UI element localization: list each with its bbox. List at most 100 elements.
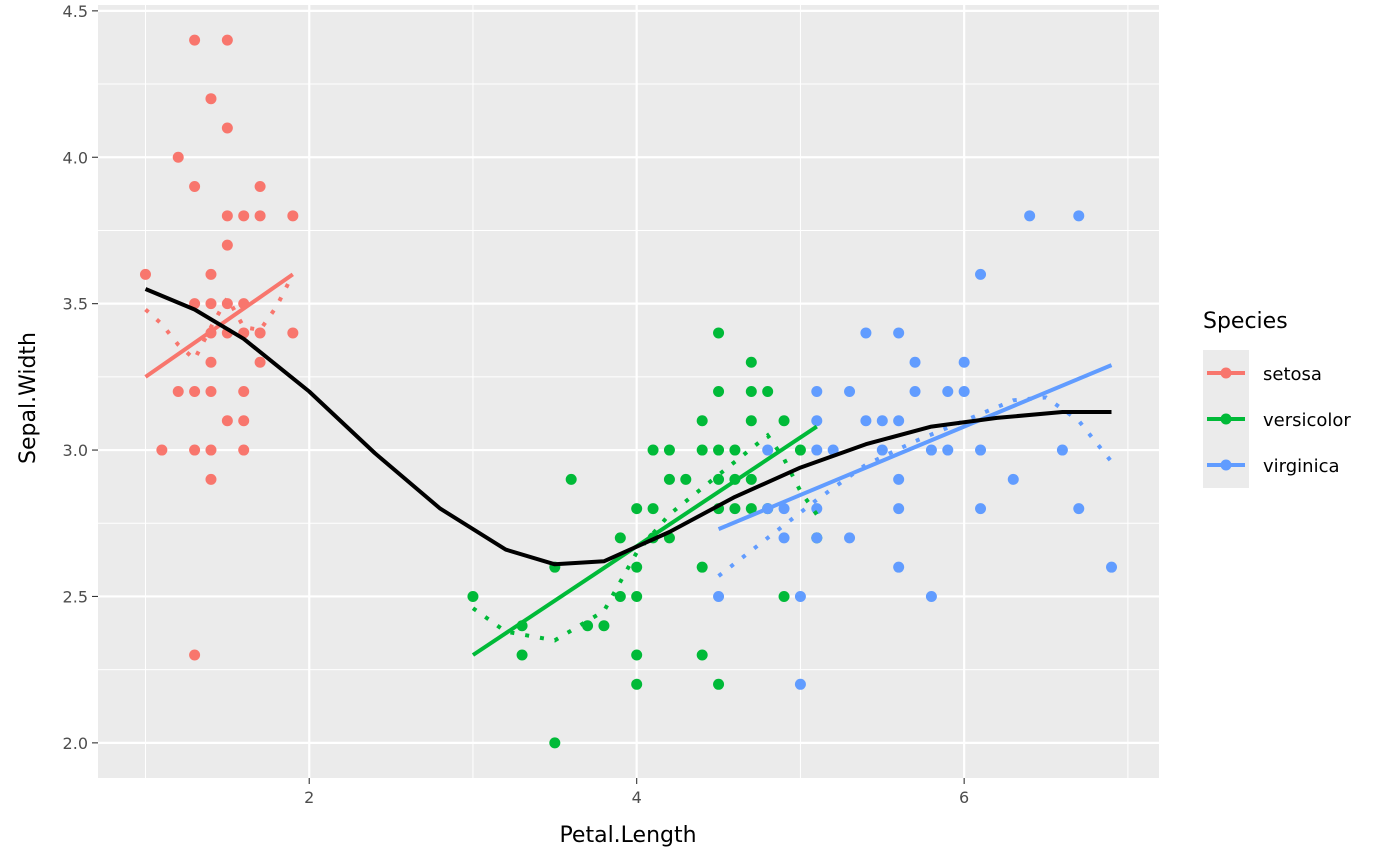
versicolor-point bbox=[745, 503, 757, 515]
setosa-point bbox=[189, 649, 201, 661]
versicolor-point bbox=[713, 327, 725, 339]
versicolor-point bbox=[549, 737, 561, 749]
versicolor-point bbox=[467, 590, 479, 602]
setosa-loess-line bbox=[144, 273, 295, 363]
legend-key-point-versicolor bbox=[1220, 413, 1232, 425]
setosa-point bbox=[156, 444, 168, 456]
virginica-point bbox=[893, 327, 905, 339]
versicolor-point bbox=[696, 649, 708, 661]
virginica-point bbox=[1056, 444, 1068, 456]
setosa-point bbox=[172, 386, 184, 397]
fit-lines bbox=[144, 272, 1114, 657]
virginica-point bbox=[975, 268, 987, 280]
versicolor-point bbox=[631, 678, 643, 690]
y-axis-title: Sepal.Width bbox=[16, 332, 41, 464]
setosa-point bbox=[238, 386, 250, 397]
legend-label-setosa: setosa bbox=[1263, 364, 1322, 385]
virginica-point bbox=[909, 386, 921, 397]
versicolor-point bbox=[631, 561, 643, 573]
virginica-point bbox=[811, 532, 823, 544]
virginica-point bbox=[713, 590, 725, 602]
setosa-point bbox=[254, 327, 266, 339]
versicolor-point bbox=[745, 415, 757, 427]
setosa-point bbox=[254, 210, 266, 222]
versicolor-point bbox=[729, 444, 741, 456]
y-tick-label: 2.5 bbox=[63, 587, 88, 606]
versicolor-point bbox=[696, 415, 708, 427]
legend-label-versicolor: versicolor bbox=[1263, 410, 1351, 431]
virginica-point bbox=[893, 473, 905, 485]
virginica-point bbox=[860, 415, 872, 427]
versicolor-point bbox=[614, 590, 626, 602]
virginica-point bbox=[778, 503, 790, 515]
virginica-point bbox=[1007, 473, 1019, 485]
setosa-point bbox=[205, 268, 217, 280]
setosa-point bbox=[221, 34, 233, 46]
x-tick-label: 6 bbox=[959, 788, 969, 807]
axis-ticks bbox=[92, 10, 965, 784]
legend-key-point-setosa bbox=[1220, 367, 1232, 379]
x-axis-tick-labels: 2 4 6 bbox=[304, 788, 969, 807]
versicolor-point bbox=[713, 444, 725, 456]
x-tick-label: 4 bbox=[632, 788, 642, 807]
versicolor-point bbox=[647, 444, 659, 456]
virginica-point bbox=[958, 386, 970, 397]
versicolor-point bbox=[778, 590, 790, 602]
virginica-point bbox=[1024, 210, 1036, 222]
versicolor-point bbox=[778, 415, 790, 427]
versicolor-point bbox=[565, 473, 577, 485]
virginica-point bbox=[925, 590, 937, 602]
setosa-point bbox=[238, 210, 250, 222]
y-axis-tick-labels: 2.0 2.5 3.0 3.5 4.0 4.5 bbox=[63, 2, 88, 753]
virginica-point bbox=[942, 444, 954, 456]
versicolor-point bbox=[745, 386, 757, 397]
y-tick-label: 3.0 bbox=[63, 441, 88, 460]
setosa-point bbox=[189, 386, 201, 397]
setosa-point bbox=[189, 34, 201, 46]
setosa-point bbox=[205, 356, 217, 368]
setosa-point bbox=[221, 415, 233, 427]
setosa-point bbox=[189, 444, 201, 456]
versicolor-point bbox=[663, 473, 675, 485]
legend-items: setosa versicolor virginica bbox=[1207, 364, 1351, 477]
versicolor-point bbox=[516, 649, 528, 661]
virginica-point bbox=[925, 444, 937, 456]
versicolor-point bbox=[713, 473, 725, 485]
virginica-point bbox=[794, 590, 806, 602]
setosa-point bbox=[205, 298, 217, 310]
virginica-point bbox=[942, 386, 954, 397]
virginica-point bbox=[844, 532, 856, 544]
setosa-point bbox=[238, 415, 250, 427]
y-tick-label: 4.0 bbox=[63, 148, 88, 167]
setosa-point bbox=[254, 181, 266, 193]
setosa-point bbox=[172, 151, 184, 163]
versicolor-point bbox=[631, 503, 643, 515]
versicolor-point bbox=[745, 356, 757, 368]
y-tick-label: 3.5 bbox=[63, 295, 88, 314]
plot-panel bbox=[98, 5, 1159, 778]
virginica-point bbox=[860, 327, 872, 339]
setosa-point bbox=[205, 93, 217, 105]
virginica-point bbox=[811, 503, 823, 515]
virginica-lm-line bbox=[717, 363, 1113, 531]
virginica-point bbox=[844, 386, 856, 397]
setosa-point bbox=[221, 122, 233, 134]
y-tick-label: 4.5 bbox=[63, 2, 88, 21]
minor-gridlines bbox=[98, 5, 1159, 778]
versicolor-point bbox=[745, 473, 757, 485]
virginica-point bbox=[811, 386, 823, 397]
setosa-point bbox=[238, 444, 250, 456]
virginica-point bbox=[975, 444, 987, 456]
legend-title: Species bbox=[1203, 309, 1288, 334]
virginica-point bbox=[876, 444, 888, 456]
virginica-point bbox=[958, 356, 970, 368]
legend-label-virginica: virginica bbox=[1263, 456, 1340, 477]
legend: Species setosa versicolor virginica bbox=[1203, 309, 1351, 488]
virginica-point bbox=[909, 356, 921, 368]
versicolor-loess-line bbox=[471, 432, 819, 643]
setosa-point bbox=[221, 239, 233, 251]
virginica-point bbox=[893, 503, 905, 515]
setosa-point bbox=[205, 444, 217, 456]
setosa-point bbox=[254, 356, 266, 368]
